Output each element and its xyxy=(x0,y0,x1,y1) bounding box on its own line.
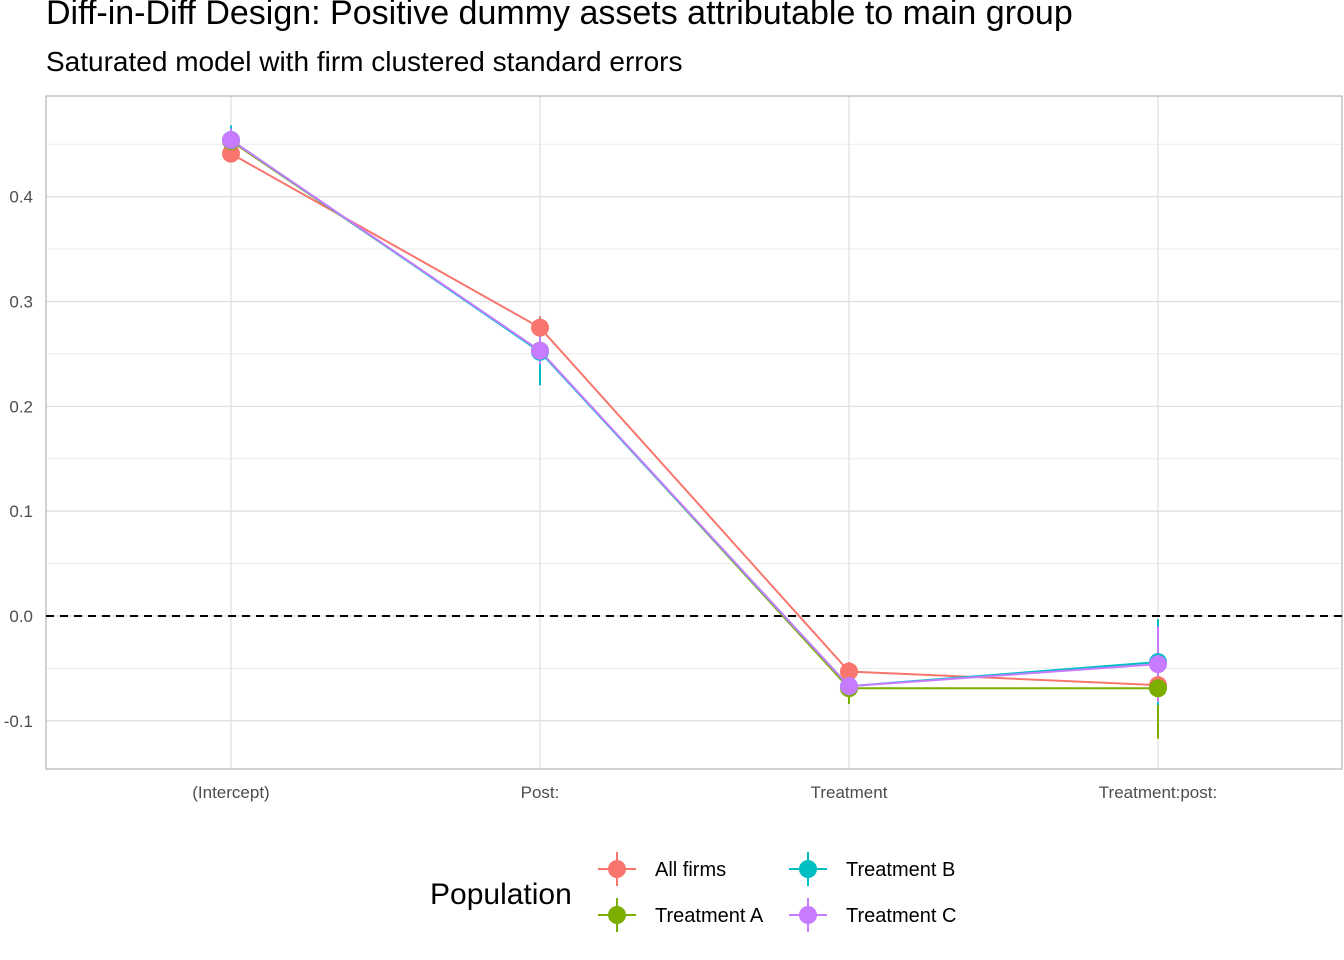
series-layer xyxy=(222,125,1167,739)
data-point-all-firms xyxy=(222,144,240,163)
series-errorbars xyxy=(230,125,1159,739)
x-tick-label: Post: xyxy=(521,783,560,802)
legend-key-point xyxy=(608,906,626,924)
x-tick-label: Treatment xyxy=(811,783,888,802)
chart-title: Diff-in-Diff Design: Positive dummy asse… xyxy=(46,0,1073,32)
series-points xyxy=(222,131,1167,698)
legend-label: All firms xyxy=(655,859,726,881)
plot-panel-border xyxy=(45,95,1343,770)
y-tick-label: 0.1 xyxy=(9,502,33,521)
x-axis: (Intercept) Post: Treatment Treatment:post: xyxy=(192,783,1217,802)
data-point-treatment-a xyxy=(1149,679,1167,698)
legend-key-point xyxy=(799,860,817,878)
legend-key-point xyxy=(608,860,626,878)
data-point-treatment-c xyxy=(840,677,858,696)
grid xyxy=(46,96,1342,769)
y-axis: -0.1 0.0 0.1 0.2 0.3 0.4 xyxy=(4,188,33,731)
y-tick-label: -0.1 xyxy=(4,712,33,731)
series-line-treatment-a xyxy=(230,140,1158,690)
y-tick-label: 0.3 xyxy=(9,292,33,311)
series-line-all-firms xyxy=(230,152,1159,687)
data-point-all-firms xyxy=(531,318,549,337)
legend-label: Treatment C xyxy=(846,905,956,927)
series-line-treatment-b xyxy=(230,139,1159,688)
legend: Population All firms Treatment A Treatment … xyxy=(430,852,956,932)
legend-item: All firms xyxy=(598,852,726,886)
legend-label: Treatment A xyxy=(655,905,764,927)
data-point-treatment-c xyxy=(531,341,549,360)
legend-label: Treatment B xyxy=(846,859,955,881)
legend-item: Treatment C xyxy=(789,898,956,932)
data-point-treatment-c xyxy=(1149,655,1167,674)
y-tick-label: 0.4 xyxy=(9,188,33,207)
y-tick-label: 0.2 xyxy=(9,397,33,416)
legend-item: Treatment B xyxy=(789,852,955,886)
data-point-all-firms xyxy=(840,662,858,681)
data-point-treatment-c xyxy=(222,131,240,150)
legend-key-point xyxy=(799,906,817,924)
legend-item: Treatment A xyxy=(598,898,764,932)
x-tick-label: Treatment:post: xyxy=(1099,783,1217,802)
series-lines xyxy=(230,139,1159,690)
y-tick-label: 0.0 xyxy=(9,607,33,626)
x-tick-label: (Intercept) xyxy=(192,783,269,802)
chart-subtitle: Saturated model with firm clustered stan… xyxy=(46,46,683,77)
legend-title: Population xyxy=(430,878,572,911)
series-line-treatment-c xyxy=(230,139,1159,688)
